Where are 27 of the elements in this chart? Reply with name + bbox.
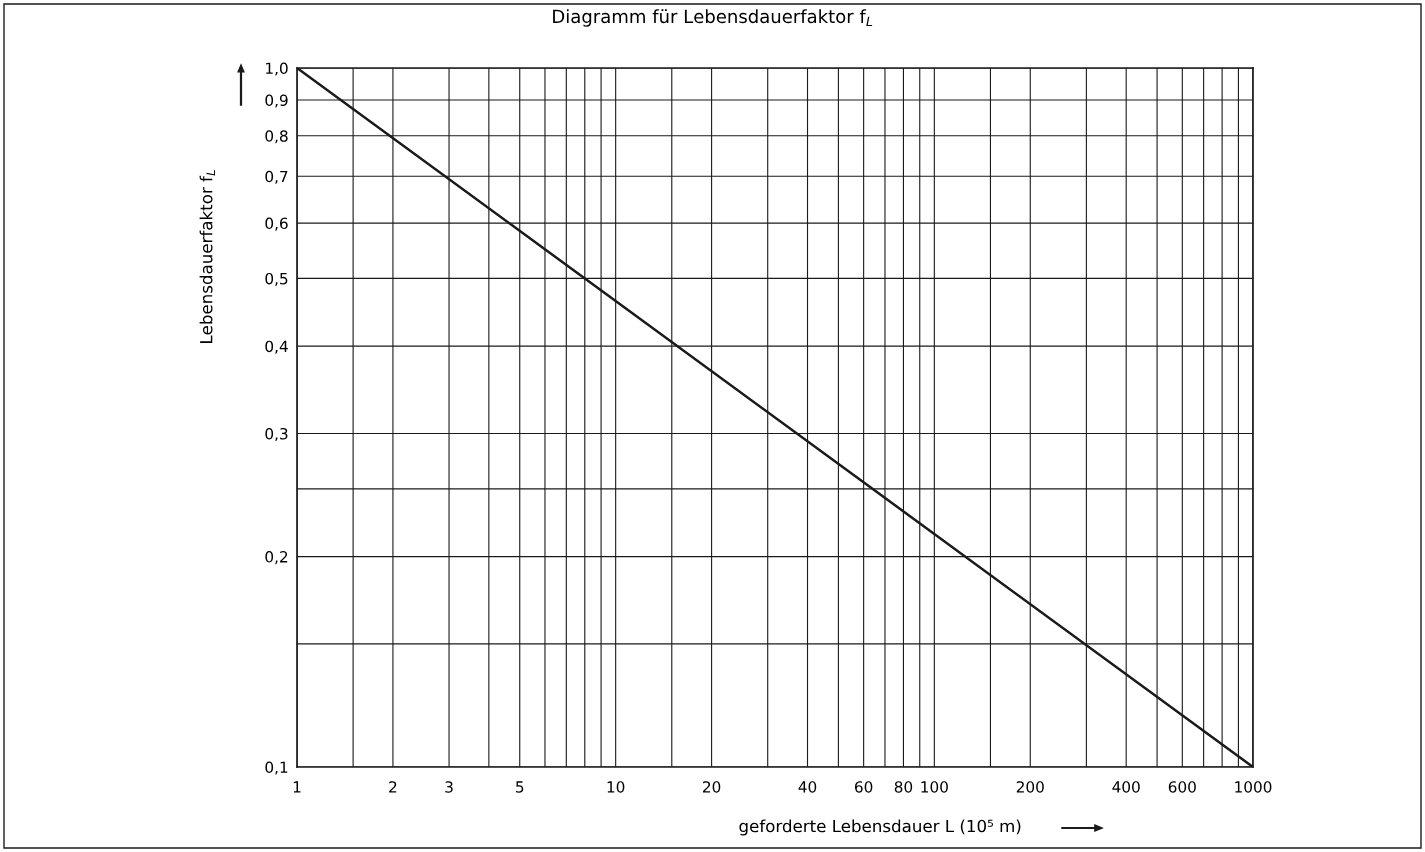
x-tick-label: 600 xyxy=(1168,781,1196,793)
y-tick-label: 0,3 xyxy=(265,427,288,442)
x-tick-label: 1 xyxy=(293,781,301,793)
x-tick-label: 200 xyxy=(1016,781,1044,793)
x-tick-label: 80 xyxy=(894,781,913,793)
y-tick-label: 0,8 xyxy=(265,130,288,144)
x-tick-label: 400 xyxy=(1112,781,1140,793)
y-axis-title: Lebensdauerfaktor f$_{L}$ xyxy=(199,170,216,344)
x-tick-label: 1000 xyxy=(1235,781,1272,793)
y-tick-label: 0,5 xyxy=(265,272,288,286)
y-tick-label: 1,0 xyxy=(266,62,288,76)
y-tick-label: 0,7 xyxy=(265,170,288,184)
y-tick-label: 0,9 xyxy=(265,94,288,108)
x-tick-label: 40 xyxy=(798,781,817,793)
chart-title: Diagramm für Lebensdauerfaktor f$_{L}$ xyxy=(553,9,873,27)
x-tick-label: 3 xyxy=(445,781,453,793)
y-tick-label: 0,6 xyxy=(265,217,288,231)
y-tick-label: 0,1 xyxy=(265,761,288,775)
x-tick-label: 2 xyxy=(389,781,397,793)
y-tick-label: 0,2 xyxy=(265,551,288,565)
x-tick-label: 60 xyxy=(854,781,873,793)
y-tick-label: 0,4 xyxy=(265,340,288,354)
x-tick-label: 5 xyxy=(516,781,524,793)
x-tick-label: 20 xyxy=(702,781,721,793)
x-tick-label: 100 xyxy=(921,781,948,793)
x-axis-title: geforderte Lebensdauer L (10⁵ m) xyxy=(739,819,1021,836)
x-tick-label: 10 xyxy=(607,781,625,793)
